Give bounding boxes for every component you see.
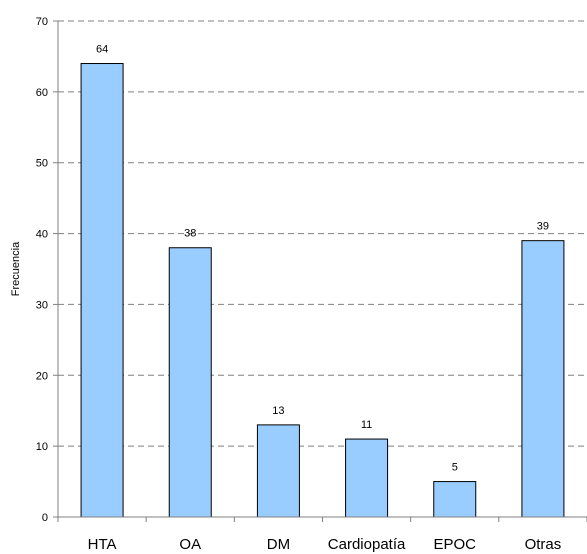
data-label: 39 xyxy=(537,221,549,233)
axes xyxy=(57,21,587,518)
data-label: 13 xyxy=(272,405,284,417)
x-category-label: Cardiopatía xyxy=(328,536,406,553)
y-tick-label: 40 xyxy=(36,229,48,241)
x-category-label: EPOC xyxy=(433,536,476,553)
x-category-label: HTA xyxy=(88,536,117,553)
data-label: 11 xyxy=(361,419,372,431)
y-axis-title: Frecuencia xyxy=(10,241,22,296)
y-tick-label: 70 xyxy=(36,16,48,28)
data-labels: 64 38 13 11 5 39 xyxy=(96,44,549,474)
x-category-label: OA xyxy=(179,536,201,553)
y-tick-label: 30 xyxy=(36,299,48,311)
bar-oa xyxy=(168,247,212,518)
y-ticks: 0 10 20 30 40 50 60 70 xyxy=(36,16,58,524)
data-label: 64 xyxy=(96,44,108,56)
y-tick-label: 10 xyxy=(36,441,48,453)
y-tick-label: 20 xyxy=(36,370,48,382)
data-label: 38 xyxy=(184,228,196,240)
x-ticks: HTA OA DM Cardiopatía EPOC Otras xyxy=(57,517,587,553)
gridlines xyxy=(58,20,587,447)
bar-dm xyxy=(256,424,300,518)
x-category-label: DM xyxy=(267,536,290,553)
data-label: 5 xyxy=(452,462,458,474)
x-category-label: Otras xyxy=(525,536,562,553)
bar-cardiopatia xyxy=(345,438,389,518)
bars xyxy=(80,63,565,518)
y-tick-label: 50 xyxy=(36,158,48,170)
bar-hta xyxy=(80,63,124,518)
y-tick-label: 0 xyxy=(42,512,48,524)
y-tick-label: 60 xyxy=(36,87,48,99)
bar-epoc xyxy=(433,481,477,518)
bar-otras xyxy=(521,240,565,518)
